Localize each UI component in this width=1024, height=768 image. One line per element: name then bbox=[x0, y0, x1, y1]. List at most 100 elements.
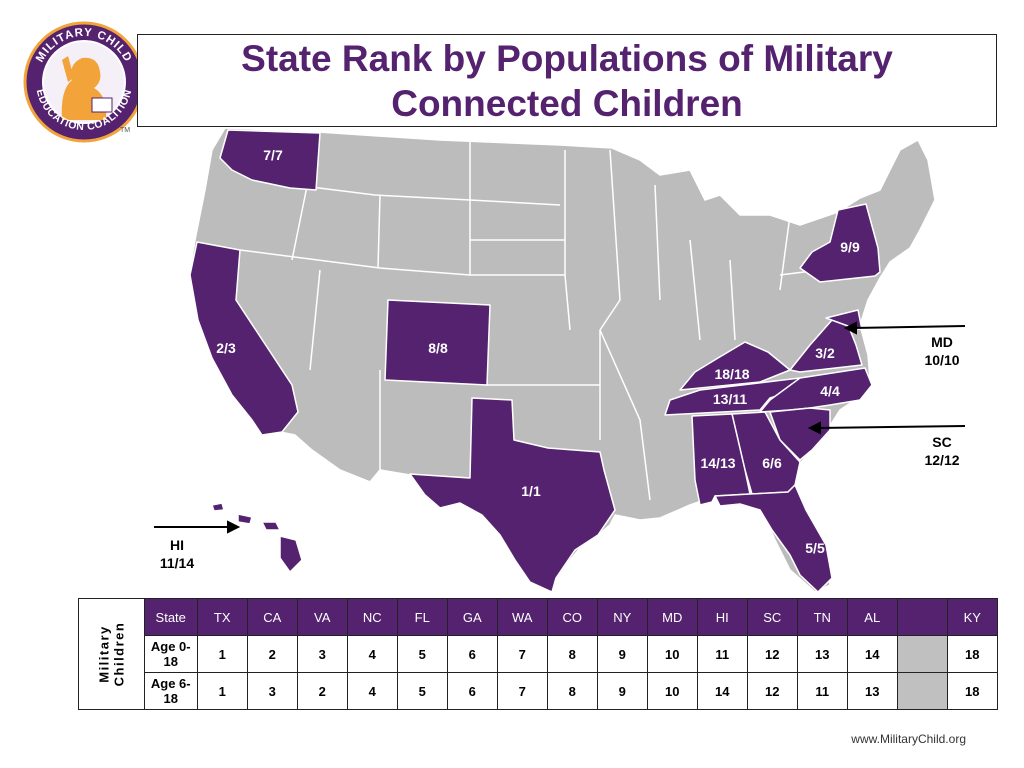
logo-tm: TM bbox=[120, 127, 131, 134]
table-cell: 10 bbox=[646, 672, 698, 710]
md-arrow-head bbox=[843, 321, 857, 335]
footer-url: www.MilitaryChild.org bbox=[851, 732, 966, 746]
table-cell: 13 bbox=[846, 672, 898, 710]
table-cell: 8 bbox=[546, 672, 598, 710]
table-cell: 2 bbox=[296, 672, 348, 710]
table-cell: 3 bbox=[246, 672, 298, 710]
title-line-1: State Rank by Populations of Military bbox=[241, 37, 893, 79]
title-line-2: Connected Children bbox=[391, 82, 743, 124]
state-ky bbox=[679, 341, 791, 391]
table-cell: 9 bbox=[596, 635, 648, 673]
table-cell: 18 bbox=[946, 635, 998, 673]
sc-arrow-head bbox=[807, 421, 821, 435]
table-side-label: Military Children bbox=[78, 598, 145, 710]
callout-hi-state: HI bbox=[169, 537, 184, 553]
table-row: Age 0-18 1 2 3 4 5 6 7 8 9 10 11 12 13 14 18 bbox=[79, 635, 998, 673]
table-cell: 4 bbox=[346, 635, 398, 673]
table-header-cell: CO bbox=[546, 598, 598, 636]
table-cell bbox=[896, 635, 948, 673]
table-cell: 7 bbox=[496, 672, 548, 710]
table-header-state: State bbox=[143, 598, 198, 636]
state-wa bbox=[219, 129, 321, 191]
hi-arrow-head bbox=[227, 520, 241, 534]
table-header-cell: SC bbox=[746, 598, 798, 636]
table-cell: 7 bbox=[496, 635, 548, 673]
table-cell: 6 bbox=[446, 672, 498, 710]
table-cell: 13 bbox=[796, 635, 848, 673]
table-cell: 5 bbox=[396, 635, 448, 673]
table-cell: 18 bbox=[946, 672, 998, 710]
label-tn: 13/11 bbox=[712, 391, 748, 407]
table-side-label-line-1: Military bbox=[96, 625, 112, 683]
callout-md: MD 10/10 bbox=[924, 333, 959, 369]
label-va: 3/2 bbox=[815, 345, 835, 361]
table-header-cell: TX bbox=[196, 598, 248, 636]
table-header-cell: NY bbox=[596, 598, 648, 636]
table-cell: 5 bbox=[396, 672, 448, 710]
callout-sc: SC 12/12 bbox=[924, 433, 959, 469]
table-cell: 11 bbox=[796, 672, 848, 710]
title-box: State Rank by Populations of Military Co… bbox=[137, 34, 997, 127]
table-cell: 10 bbox=[646, 635, 698, 673]
table-row-label: Age 6-18 bbox=[143, 672, 198, 710]
table-cell: 6 bbox=[446, 635, 498, 673]
state-fl bbox=[714, 484, 833, 593]
table-cell bbox=[896, 672, 948, 710]
table-header-row: Military Children State TX CA VA NC FL GA WA CO NY M… bbox=[78, 598, 998, 710]
state-ca bbox=[189, 241, 299, 436]
label-co: 8/8 bbox=[428, 340, 448, 356]
table-cell: 9 bbox=[596, 672, 648, 710]
table-header-cell: MD bbox=[646, 598, 698, 636]
table-cell: 1 bbox=[196, 635, 248, 673]
table-cell: 12 bbox=[746, 672, 798, 710]
label-al: 14/13 bbox=[700, 455, 736, 471]
label-ky: 18/18 bbox=[714, 366, 750, 382]
callout-md-rank: 10/10 bbox=[924, 352, 960, 368]
table-header-cell: VA bbox=[296, 598, 348, 636]
table-header-cell: HI bbox=[696, 598, 748, 636]
table-header-cell: GA bbox=[446, 598, 498, 636]
label-nc: 4/4 bbox=[820, 383, 840, 399]
table-row-label: Age 0-18 bbox=[143, 635, 198, 673]
callout-sc-state: SC bbox=[932, 434, 952, 450]
callout-sc-rank: 12/12 bbox=[924, 452, 960, 468]
state-va bbox=[789, 319, 863, 373]
state-ny bbox=[799, 203, 881, 283]
page-title: State Rank by Populations of Military Co… bbox=[241, 36, 893, 126]
mcec-logo: MILITARY CHILD EDUCATION COALITION bbox=[23, 21, 145, 143]
state-co bbox=[384, 299, 491, 386]
callout-hi: HI 11/14 bbox=[160, 536, 194, 572]
callout-hi-rank: 11/14 bbox=[159, 555, 195, 571]
table-header-cell: CA bbox=[246, 598, 298, 636]
table-cell: 1 bbox=[196, 672, 248, 710]
label-wa: 7/7 bbox=[263, 147, 283, 163]
md-arrow-line bbox=[851, 325, 966, 329]
table-header-cell bbox=[896, 598, 948, 636]
table-side-label-text: Military Children bbox=[96, 622, 126, 687]
table-cell: 14 bbox=[846, 635, 898, 673]
table-header-cell: FL bbox=[396, 598, 448, 636]
table-header-cell: NC bbox=[346, 598, 398, 636]
label-fl: 5/5 bbox=[805, 540, 825, 556]
label-ga: 6/6 bbox=[762, 455, 782, 471]
label-ny: 9/9 bbox=[840, 239, 860, 255]
callout-md-state: MD bbox=[931, 334, 953, 350]
label-tx: 1/1 bbox=[521, 483, 541, 499]
table-header-cell: WA bbox=[496, 598, 548, 636]
table-header-cell: AL bbox=[846, 598, 898, 636]
table-header-cell: TN bbox=[796, 598, 848, 636]
state-nc bbox=[759, 367, 873, 413]
label-ca: 2/3 bbox=[216, 340, 236, 356]
state-tx bbox=[409, 397, 616, 593]
table-cell: 8 bbox=[546, 635, 598, 673]
table-side-label-line-2: Children bbox=[111, 621, 127, 687]
table-cell: 4 bbox=[346, 672, 398, 710]
table-cell: 12 bbox=[746, 635, 798, 673]
table-cell: 11 bbox=[696, 635, 748, 673]
state-hi bbox=[211, 502, 303, 573]
table-cell: 2 bbox=[246, 635, 298, 673]
table-row: Age 6-18 1 3 2 4 5 6 7 8 9 10 14 12 11 13 18 bbox=[79, 672, 998, 710]
sc-arrow-line bbox=[816, 425, 966, 429]
rank-table: Military Children State TX CA VA NC FL GA WA CO NY M… bbox=[78, 598, 998, 710]
